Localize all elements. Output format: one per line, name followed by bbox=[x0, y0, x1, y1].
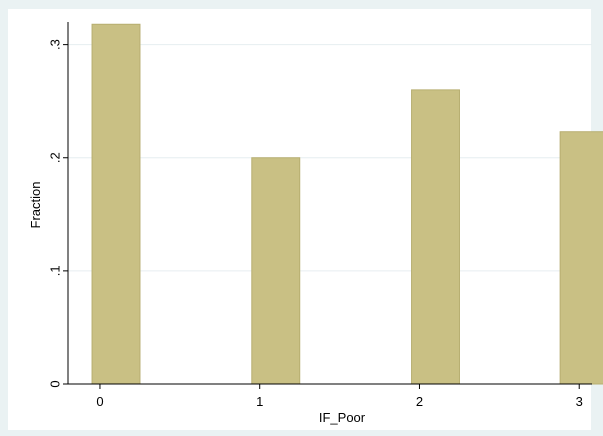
gridlines bbox=[68, 44, 592, 272]
bars bbox=[91, 23, 603, 385]
y-axis-title: Fraction bbox=[28, 182, 43, 229]
bar bbox=[251, 157, 301, 385]
axes bbox=[67, 22, 592, 385]
x-tick-label: 3 bbox=[576, 394, 583, 409]
x-tick-label: 2 bbox=[416, 394, 423, 409]
y-tick-label: .2 bbox=[47, 152, 62, 163]
x-axis-title: IF_Poor bbox=[319, 410, 366, 425]
x-tick-label: 1 bbox=[256, 394, 263, 409]
y-tick-label: 0 bbox=[47, 380, 62, 387]
y-tick-label: .1 bbox=[47, 265, 62, 276]
bar bbox=[91, 23, 141, 385]
bar bbox=[411, 89, 460, 385]
x-tick-label: 0 bbox=[96, 394, 103, 409]
ticks: 0 .1 .2 .3 0 1 2 3 bbox=[47, 39, 582, 409]
y-tick-label: .3 bbox=[47, 39, 62, 50]
bar bbox=[559, 131, 603, 385]
